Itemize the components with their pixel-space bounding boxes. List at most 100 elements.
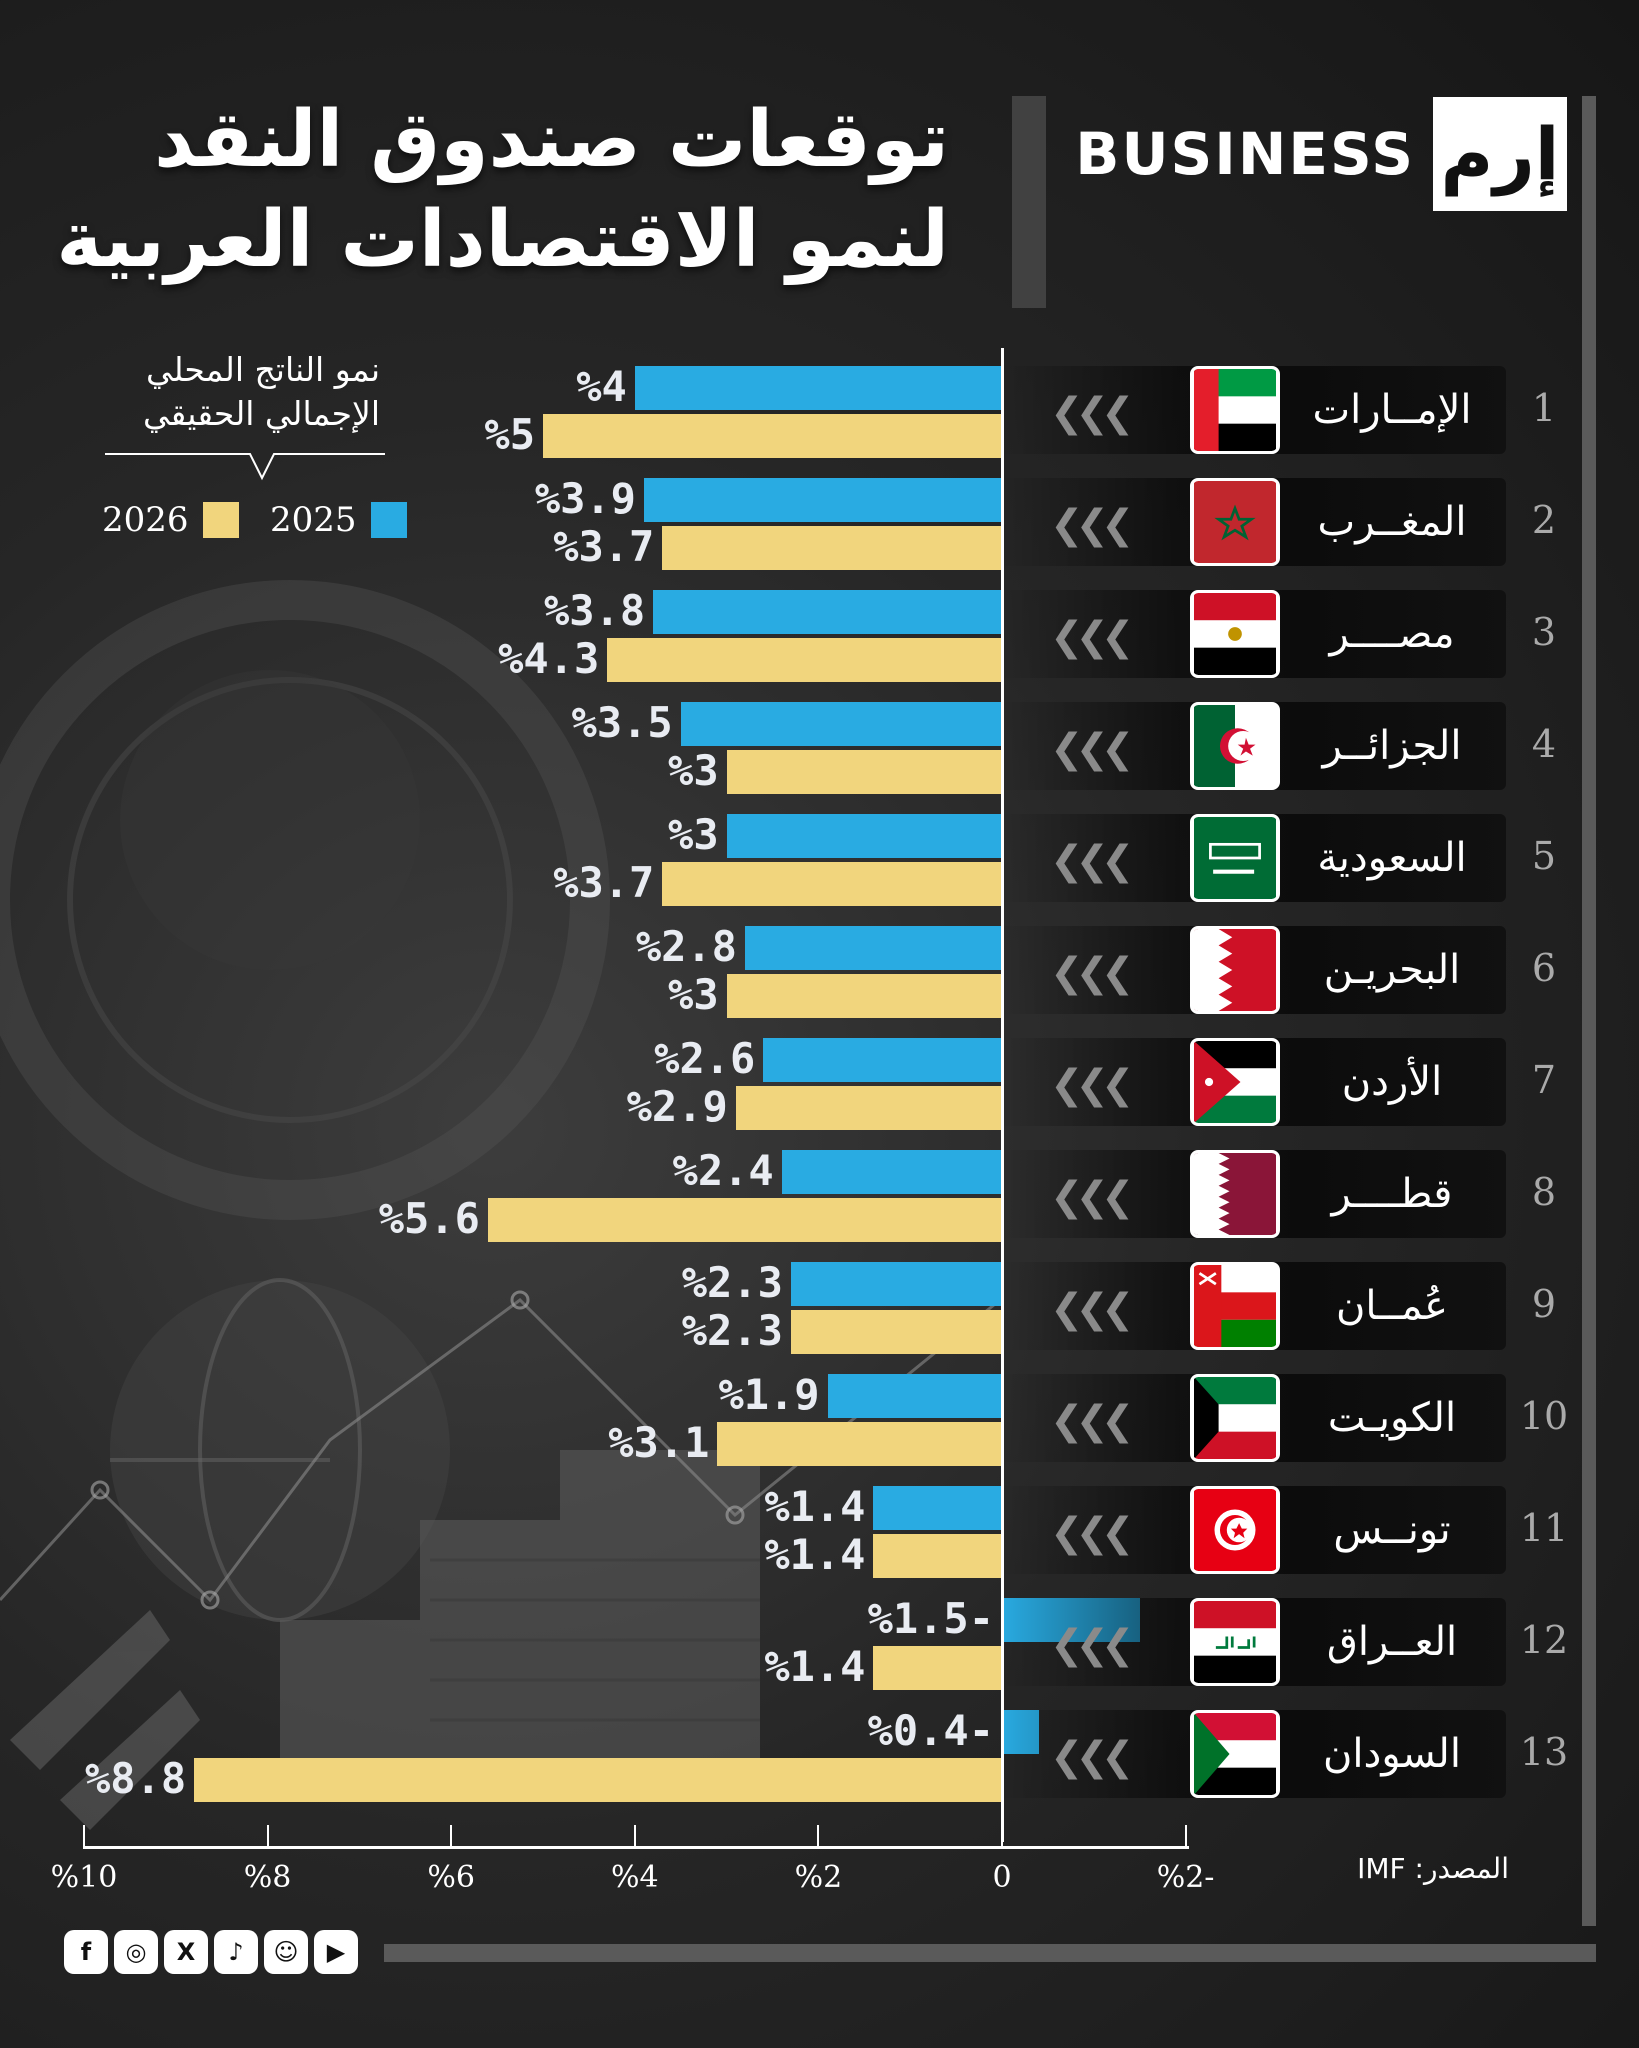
bar-2026-row-11 bbox=[873, 1534, 1002, 1578]
data-label-2026-row-5: %3.7 bbox=[553, 858, 655, 907]
chevrons-left-icon: ❮❮❮ bbox=[1050, 614, 1134, 660]
data-label-2025-row-1: %4 bbox=[576, 362, 627, 411]
instagram-icon[interactable]: ◎ bbox=[114, 1930, 158, 1974]
bar-2026-row-5 bbox=[662, 862, 1002, 906]
x-tick bbox=[266, 1825, 269, 1849]
country-name: عُمــان bbox=[1336, 1283, 1448, 1329]
country-name: تونــس bbox=[1333, 1507, 1451, 1553]
data-label-2026-row-4: %3 bbox=[668, 746, 719, 795]
country-panel-row-8: ❮❮❮ قطــــر bbox=[1000, 1150, 1506, 1238]
x-tick-label: 0 bbox=[992, 1860, 1012, 1895]
chevrons-left-icon: ❮❮❮ bbox=[1050, 1398, 1134, 1444]
bar-2026-row-9 bbox=[790, 1310, 1002, 1354]
bahrain-flag-icon bbox=[1190, 926, 1280, 1014]
bar-2025-row-11 bbox=[873, 1486, 1002, 1530]
x-tick-label: %6 bbox=[427, 1860, 475, 1895]
snapchat-icon[interactable]: ☺ bbox=[264, 1930, 308, 1974]
morocco-flag-icon bbox=[1190, 478, 1280, 566]
chevrons-left-icon: ❮❮❮ bbox=[1050, 502, 1134, 548]
x-icon[interactable]: X bbox=[164, 1930, 208, 1974]
legend-label-2025: 2025 bbox=[270, 500, 357, 540]
chevrons-left-icon: ❮❮❮ bbox=[1050, 1510, 1134, 1556]
country-panel-row-7: ❮❮❮ الأردن bbox=[1000, 1038, 1506, 1126]
bar-2025-row-2 bbox=[643, 478, 1002, 522]
legend-title-line-1: نمو الناتج المحلي bbox=[145, 350, 380, 389]
chevrons-left-icon: ❮❮❮ bbox=[1050, 838, 1134, 884]
chevrons-left-icon: ❮❮❮ bbox=[1050, 726, 1134, 772]
country-name: السودان bbox=[1323, 1731, 1461, 1777]
country-panel-row-3: ❮❮❮ مصــــر bbox=[1000, 590, 1506, 678]
iraq-flag-icon bbox=[1190, 1598, 1280, 1686]
data-label-2025-row-11: %1.4 bbox=[764, 1482, 866, 1531]
x-tick bbox=[633, 1825, 636, 1849]
frame-right bbox=[1582, 96, 1596, 1926]
bar-2025-row-4 bbox=[680, 702, 1002, 746]
oman-flag-icon bbox=[1190, 1262, 1280, 1350]
brand-logo: إرم bbox=[1433, 97, 1567, 211]
rank-number: 11 bbox=[1519, 1506, 1569, 1550]
legend-item-2025: 2025 bbox=[270, 500, 407, 540]
country-panel-row-6: ❮❮❮ البحريـن bbox=[1000, 926, 1506, 1014]
brand: BUSINESS إرم bbox=[1075, 96, 1567, 212]
x-axis bbox=[84, 1846, 1189, 1849]
egypt-flag-icon bbox=[1190, 590, 1280, 678]
bar-2026-row-3 bbox=[607, 638, 1002, 682]
data-label-2026-row-7: %2.9 bbox=[626, 1082, 728, 1131]
tiktok-icon[interactable]: ♪ bbox=[214, 1930, 258, 1974]
bar-2026-row-12 bbox=[873, 1646, 1002, 1690]
country-panel-row-12: ❮❮❮ العــراق bbox=[1000, 1598, 1506, 1686]
rank-number: 7 bbox=[1531, 1058, 1557, 1102]
country-panel-row-13: ❮❮❮ السودان bbox=[1000, 1710, 1506, 1798]
data-label-2025-row-7: %2.6 bbox=[654, 1034, 756, 1083]
x-tick bbox=[817, 1825, 820, 1849]
chevrons-left-icon: ❮❮❮ bbox=[1050, 1734, 1134, 1780]
x-tick-label: %10 bbox=[50, 1860, 118, 1895]
kuwait-flag-icon bbox=[1190, 1374, 1280, 1462]
bar-2025-row-6 bbox=[744, 926, 1002, 970]
facebook-icon[interactable]: f bbox=[64, 1930, 108, 1974]
rank-number: 9 bbox=[1531, 1282, 1557, 1326]
data-label-2026-row-10: %3.1 bbox=[608, 1418, 710, 1467]
data-label-2025-row-8: %2.4 bbox=[672, 1146, 774, 1195]
bar-2026-row-8 bbox=[487, 1198, 1002, 1242]
bar-2026-row-1 bbox=[543, 414, 1002, 458]
country-panel-row-9: ❮❮❮ عُمــان bbox=[1000, 1262, 1506, 1350]
country-name: الإمــارات bbox=[1312, 387, 1472, 433]
bar-2025-row-7 bbox=[763, 1038, 1002, 1082]
data-label-2026-row-6: %3 bbox=[668, 970, 719, 1019]
country-name: الأردن bbox=[1341, 1059, 1443, 1105]
data-label-2026-row-13: %8.8 bbox=[85, 1754, 187, 1803]
bar-2025-row-10 bbox=[827, 1374, 1002, 1418]
bar-2026-row-13 bbox=[194, 1758, 1002, 1802]
bar-2025-row-5 bbox=[726, 814, 1002, 858]
legend-title-line-2: الإجمالي الحقيقي bbox=[143, 394, 380, 433]
data-label-2025-row-4: %3.5 bbox=[571, 698, 673, 747]
rank-number: 5 bbox=[1531, 834, 1557, 878]
legend-swatch-2025 bbox=[370, 502, 407, 538]
data-label-2025-row-13: %0.4- bbox=[867, 1706, 994, 1755]
country-panel-row-10: ❮❮❮ الكويـت bbox=[1000, 1374, 1506, 1462]
youtube-icon[interactable]: ▶ bbox=[314, 1930, 358, 1974]
sudan-flag-icon bbox=[1190, 1710, 1280, 1798]
chevrons-left-icon: ❮❮❮ bbox=[1050, 390, 1134, 436]
chevrons-left-icon: ❮❮❮ bbox=[1050, 950, 1134, 996]
country-name: قطــــر bbox=[1331, 1171, 1453, 1217]
rank-number: 4 bbox=[1531, 722, 1557, 766]
frame-bottom bbox=[384, 1944, 1596, 1962]
data-label-2025-row-3: %3.8 bbox=[544, 586, 646, 635]
x-tick-label: %8 bbox=[243, 1860, 292, 1895]
rank-number: 10 bbox=[1519, 1394, 1569, 1438]
data-label-2026-row-3: %4.3 bbox=[498, 634, 600, 683]
x-tick-label: %2 bbox=[794, 1860, 843, 1895]
country-panel-row-2: ❮❮❮ المغــرب bbox=[1000, 478, 1506, 566]
jordan-flag-icon bbox=[1190, 1038, 1280, 1126]
data-label-2026-row-8: %5.6 bbox=[378, 1194, 480, 1243]
chevrons-left-icon: ❮❮❮ bbox=[1050, 1062, 1134, 1108]
title-line-2: لنمو الاقتصادات العربية bbox=[56, 195, 949, 285]
country-name: السعودية bbox=[1317, 835, 1467, 881]
bar-2026-row-2 bbox=[662, 526, 1002, 570]
x-tick bbox=[450, 1825, 453, 1849]
x-tick-label: %4 bbox=[611, 1860, 659, 1895]
rank-number: 12 bbox=[1519, 1618, 1569, 1662]
